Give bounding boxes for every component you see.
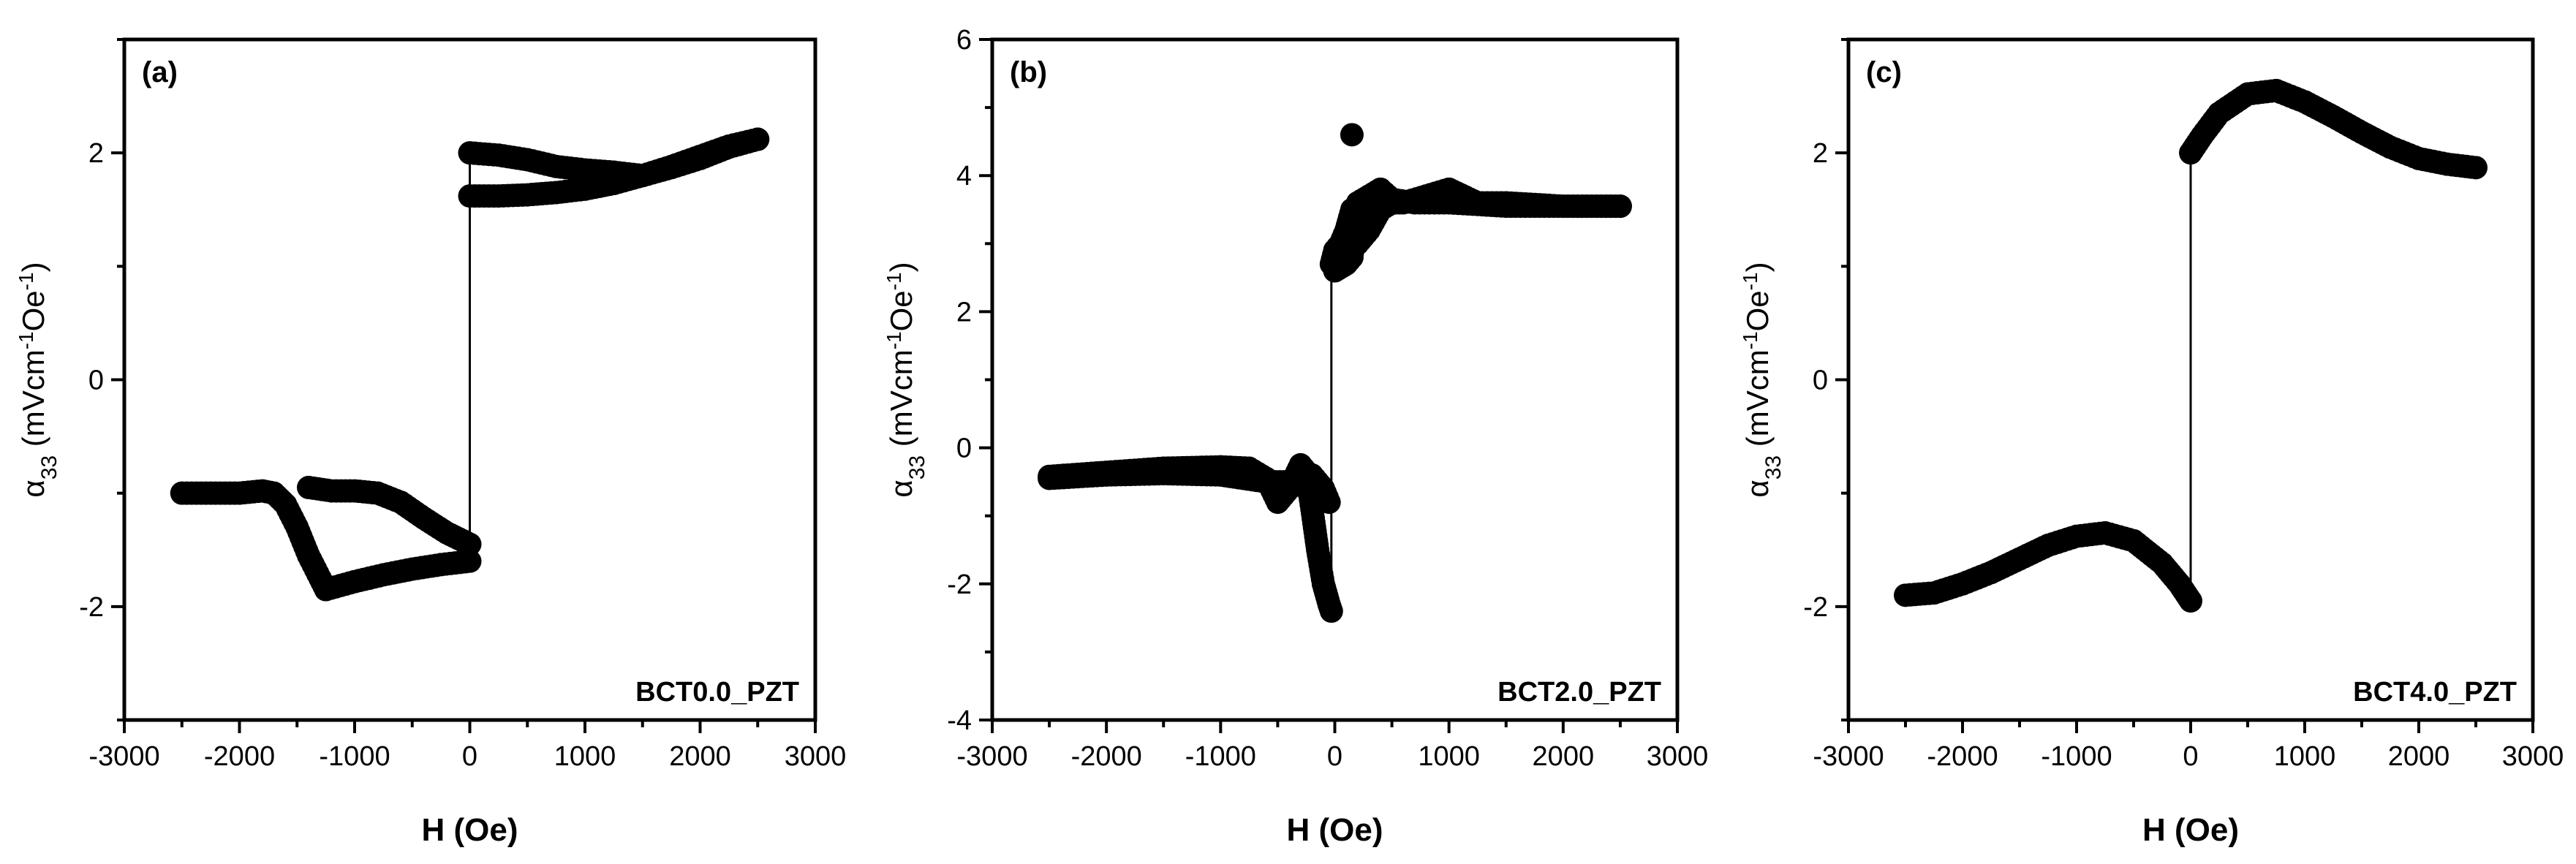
data-point	[1319, 599, 1343, 624]
y-tick-label: 2	[1813, 138, 1828, 169]
x-tick-label: 3000	[785, 741, 847, 772]
y-axis-sup-2: -1	[1739, 272, 1761, 290]
x-tick-label: 3000	[1647, 741, 1709, 772]
data-point	[1340, 123, 1364, 147]
data-point	[1608, 194, 1632, 219]
x-tick-label: -1000	[2041, 741, 2112, 772]
data-point	[746, 127, 770, 151]
y-axis-alpha: α	[1740, 480, 1775, 497]
x-tick-label: -2000	[1927, 741, 1998, 772]
y-axis-alpha: α	[884, 480, 918, 497]
y-axis-title: α33 (mVcm-1Oe-1)	[883, 262, 929, 497]
data-point	[2179, 589, 2202, 613]
y-axis-unit-2: Oe	[884, 290, 918, 331]
sample-annotation: BCT4.0_PZT	[2353, 677, 2517, 708]
series-0	[1894, 520, 2202, 613]
y-tick-label: 0	[956, 433, 972, 464]
y-tick-label: -2	[947, 569, 972, 600]
panel-b: -3000 -2000 -1000 0 1000 2000 3000 -4 -2 0 2 4 6 (b…	[883, 25, 1709, 848]
y-tick-label: -4	[947, 705, 972, 736]
y-tick-label: -2	[1803, 592, 1828, 623]
data-point	[1317, 490, 1341, 515]
series-1	[1038, 461, 1341, 515]
y-axis-unit-1: (mVcm	[884, 349, 918, 455]
x-tick-label: 0	[2183, 741, 2198, 772]
y-tick-label: -2	[79, 592, 104, 623]
series-2	[297, 475, 482, 556]
x-tick-label: 1000	[1418, 741, 1480, 772]
y-axis-unit-2: Oe	[16, 290, 50, 331]
x-axis-title: H (Oe)	[2142, 812, 2239, 848]
y-tick-label: 0	[88, 365, 104, 396]
y-axis-alpha: α	[16, 480, 50, 497]
y-axis-sup-2: -1	[15, 272, 37, 290]
y-tick-label: 6	[956, 25, 972, 56]
y-axis-unit-3: )	[16, 262, 50, 272]
y-axis-sup-1: -1	[15, 331, 37, 349]
data-point	[458, 549, 482, 573]
sample-annotation: BCT2.0_PZT	[1497, 677, 1661, 708]
x-axis-title: H (Oe)	[422, 812, 518, 848]
panel-label: (c)	[1866, 56, 1902, 88]
y-axis-subscript: 33	[37, 455, 61, 480]
data-point	[458, 532, 482, 556]
x-tick-label: -1000	[1185, 741, 1256, 772]
x-tick-label: 0	[1327, 741, 1342, 772]
y-tick-label: 4	[956, 161, 972, 192]
x-tick-label: -3000	[88, 741, 159, 772]
x-tick-label: -2000	[204, 741, 275, 772]
x-tick-label: -3000	[1813, 741, 1884, 772]
series-1	[314, 549, 482, 602]
y-axis-title: α33 (mVcm-1Oe-1)	[15, 262, 61, 497]
panel-a: -3000 -2000 -1000 0 1000 2000 3000 -2 0 2 (a) BC…	[15, 37, 847, 848]
x-tick-label: -2000	[1071, 741, 1142, 772]
panel-c: -3000 -2000 -1000 0 1000 2000 3000 -2 0 2 (c) BC…	[1739, 37, 2564, 848]
y-axis-title: α33 (mVcm-1Oe-1)	[1739, 262, 1786, 497]
x-tick-label: 1000	[554, 741, 616, 772]
y-axis-sup-2: -1	[883, 272, 905, 290]
series-4	[1340, 123, 1364, 147]
x-tick-label: 2000	[669, 741, 731, 772]
x-tick-label: 0	[462, 741, 477, 772]
series-4	[458, 127, 770, 208]
y-tick-label: 0	[1813, 365, 1828, 396]
series-3	[1323, 177, 1632, 283]
y-axis-unit-3: )	[1740, 262, 1775, 272]
x-tick-label: -3000	[956, 741, 1027, 772]
x-axis-title: H (Oe)	[1287, 812, 1383, 848]
y-axis-unit-1: (mVcm	[1740, 349, 1775, 455]
y-axis-sup-1: -1	[883, 331, 905, 349]
panel-label: (b)	[1010, 56, 1047, 88]
y-axis-unit-2: Oe	[1740, 290, 1775, 331]
series-1	[2179, 78, 2488, 180]
x-tick-label: 3000	[2502, 741, 2564, 772]
y-axis-subscript: 33	[905, 455, 929, 480]
x-tick-label: 1000	[2274, 741, 2336, 772]
data-point	[2464, 156, 2488, 180]
y-axis-unit-3: )	[884, 262, 918, 272]
y-tick-label: 2	[88, 138, 104, 169]
sample-annotation: BCT0.0_PZT	[635, 677, 799, 708]
y-axis-sup-1: -1	[1739, 331, 1761, 349]
y-axis-subscript: 33	[1761, 455, 1786, 480]
y-axis-unit-1: (mVcm	[16, 349, 50, 455]
y-tick-label: 2	[956, 297, 972, 327]
panel-label: (a)	[142, 56, 178, 88]
x-tick-label: -1000	[319, 741, 390, 772]
x-tick-label: 2000	[1533, 741, 1595, 772]
x-tick-label: 2000	[2388, 741, 2450, 772]
